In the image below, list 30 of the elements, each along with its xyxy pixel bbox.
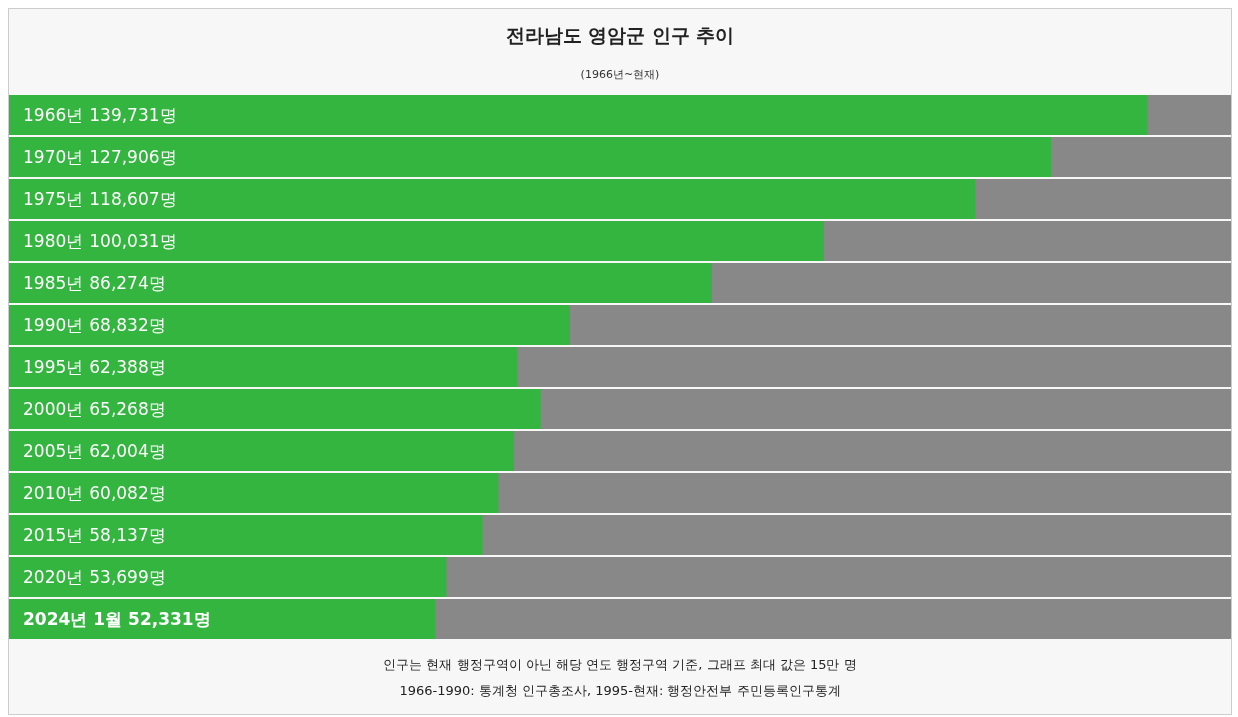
data-label: 100,031명	[89, 231, 177, 251]
y-tick-label: 1966년	[23, 105, 84, 125]
data-label: 62,388명	[89, 357, 166, 377]
y-tick-label: 2020년	[23, 567, 84, 587]
data-label: 86,274명	[89, 273, 166, 293]
data-label: 62,004명	[89, 441, 166, 461]
data-label: 52,331명	[128, 609, 211, 629]
y-tick-label: 1975년	[23, 189, 84, 209]
data-label: 58,137명	[89, 525, 166, 545]
y-tick-label: 1985년	[23, 273, 84, 293]
data-label: 65,268명	[89, 399, 166, 419]
chart-subtitle: (1966년~현재)	[579, 67, 661, 82]
data-label: 60,082명	[89, 483, 166, 503]
y-tick-label: 2024년 1월	[23, 609, 123, 629]
data-label: 53,699명	[89, 567, 166, 587]
data-label: 139,731명	[89, 105, 177, 125]
y-tick-label: 1990년	[23, 315, 84, 335]
chart-title: 전라남도 영암군 인구 추이	[504, 23, 736, 48]
y-tick-label: 2000년	[23, 399, 84, 419]
data-label: 118,607명	[89, 189, 177, 209]
y-tick-label: 1980년	[23, 231, 84, 251]
y-tick-label: 1970년	[23, 147, 84, 167]
y-tick-label: 2015년	[23, 525, 84, 545]
text: 인구는 현재 행정구역이 아닌 해당 연도 행정구역 기준, 그래프 최대 값은 15만 명	[382, 656, 858, 674]
y-tick-label: 2010년	[23, 483, 84, 503]
data-label: 127,906명	[89, 147, 177, 167]
y-tick-label: 1995년	[23, 357, 84, 377]
y-tick-label: 2005년	[23, 441, 84, 461]
data-label: 68,832명	[89, 315, 166, 335]
text: 1966-1990: 통계청 인구총조사, 1995-현재: 행정안전부 주민등록인구통계	[398, 682, 842, 700]
